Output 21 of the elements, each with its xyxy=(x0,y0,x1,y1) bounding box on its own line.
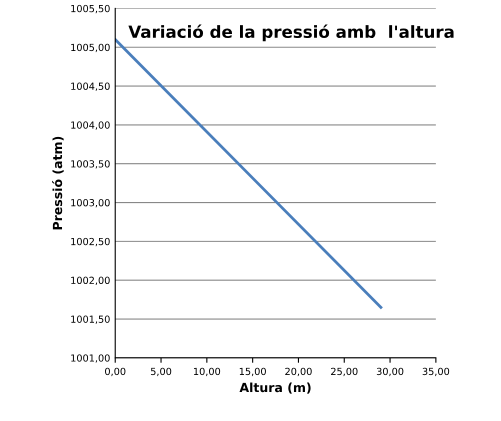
x-tick-label: 0,00 xyxy=(105,368,126,376)
x-tick-label: 5,00 xyxy=(150,368,172,376)
x-tick-label: 15,00 xyxy=(240,368,266,376)
y-tick-label: 1005,50 xyxy=(71,4,110,14)
y-tick-label: 1001,00 xyxy=(71,354,110,363)
y-tick-label: 1002,00 xyxy=(71,276,110,286)
x-tick-label: 20,00 xyxy=(285,368,312,376)
y-tick-label: 1004,00 xyxy=(71,121,110,130)
x-tick-label: 35,00 xyxy=(422,368,450,376)
y-tick-label: 1005,00 xyxy=(71,44,110,52)
text: Variació de la pressió amb l'altura xyxy=(128,24,454,42)
x-tick-label: 30,00 xyxy=(376,368,404,376)
x-tick-label: 10,00 xyxy=(194,368,220,376)
y-tick-label: 1001,50 xyxy=(71,316,110,324)
y-tick-label: 1003,00 xyxy=(71,199,110,208)
y-tick-label: 1004,50 xyxy=(71,82,110,91)
y-tick-label: 1002,50 xyxy=(71,238,110,246)
x-axis-title: Altura (m) xyxy=(239,382,311,394)
y-tick-label: 1003,50 xyxy=(71,160,110,169)
y-axis-title: Pressió (atm) xyxy=(52,136,64,230)
x-tick-label: 25,00 xyxy=(331,368,358,376)
